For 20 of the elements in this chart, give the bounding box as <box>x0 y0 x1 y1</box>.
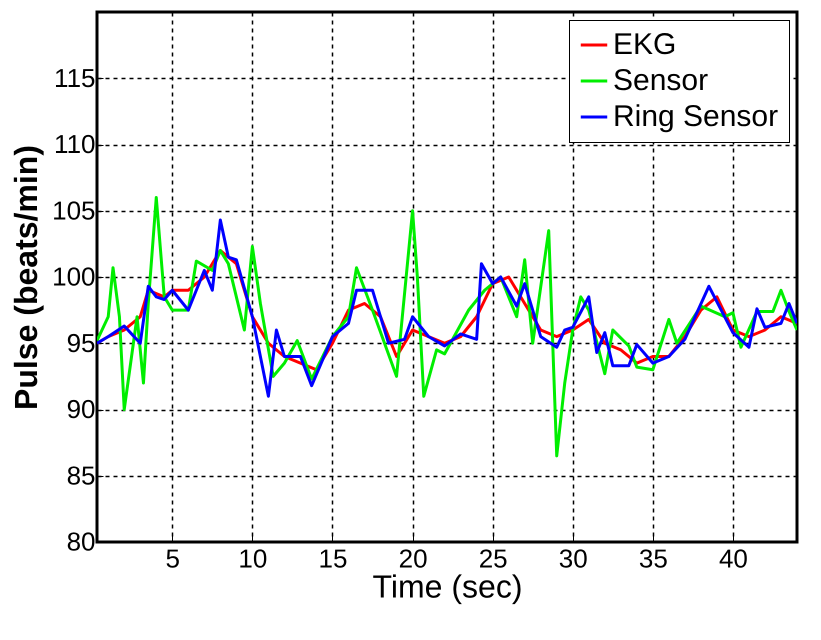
y-tick-label: 100 <box>52 262 96 292</box>
x-tick-label: 35 <box>638 544 668 574</box>
legend-label: EKG <box>613 28 676 61</box>
y-tick-label: 105 <box>52 195 96 226</box>
y-axis-title: Pulse (beats/min) <box>8 145 44 410</box>
x-tick-label: 15 <box>318 544 348 574</box>
y-tick-label: 95 <box>66 328 96 358</box>
x-tick-label: 30 <box>558 544 588 574</box>
legend-label: Sensor <box>613 64 708 97</box>
y-tick-label: 80 <box>66 526 96 556</box>
x-tick-label: 10 <box>238 544 268 574</box>
y-tick-label: 90 <box>66 394 96 424</box>
y-tick-label: 110 <box>54 129 96 159</box>
y-tick-label: 85 <box>66 460 96 490</box>
line-series <box>97 218 797 398</box>
legend-label: Ring Sensor <box>613 100 778 133</box>
x-tick-label: 5 <box>166 544 180 574</box>
x-tick-label: 40 <box>718 544 748 574</box>
y-tick-label: 115 <box>54 62 96 93</box>
line-series <box>97 196 797 458</box>
